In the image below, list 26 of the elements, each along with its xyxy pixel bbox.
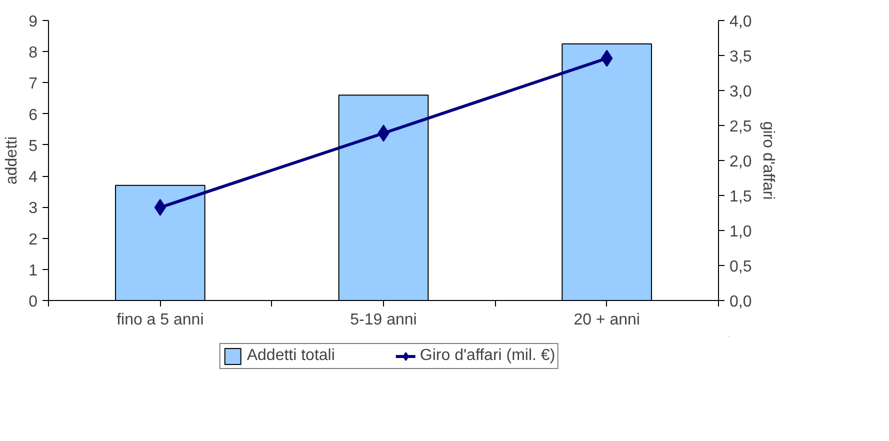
legend-label: Giro d'affari (mil. €) xyxy=(420,347,556,365)
y-tick-label: 1 xyxy=(28,262,38,280)
x-tick-label: 5-19 anni xyxy=(350,312,417,328)
y2-axis-title: giro d'affari xyxy=(760,121,777,200)
legend-label: Addetti totali xyxy=(246,347,335,365)
y-tick-label: 4 xyxy=(28,169,38,186)
y-axis-title: addetti xyxy=(4,136,21,185)
y2-tick-label: 0,5 xyxy=(730,258,752,276)
y2-tick-label: 0,0 xyxy=(730,294,752,310)
y-tick-label: 9 xyxy=(28,14,38,30)
y-tick-label: 3 xyxy=(28,200,38,218)
y-tick-label: 7 xyxy=(28,76,38,93)
y-tick-label: 8 xyxy=(28,44,38,62)
y2-tick-label: 4,0 xyxy=(730,14,752,30)
y2-tick-label: 1,0 xyxy=(730,224,752,240)
x-tick-label: 20 + anni xyxy=(574,312,640,328)
y2-tick-label: 3,0 xyxy=(730,84,752,100)
y2-tick-label: 1,5 xyxy=(730,188,752,206)
y2-tick-label: 2,5 xyxy=(730,118,752,136)
y2-tick-label: 2,0 xyxy=(730,154,752,170)
y-tick-label: 0 xyxy=(28,294,38,310)
y2-tick-label: 3,5 xyxy=(730,48,752,66)
y-tick-label: 6 xyxy=(28,106,38,124)
y-tick-label: 5 xyxy=(28,138,38,155)
x-tick-label: fino a 5 anni xyxy=(116,312,204,328)
y-tick-label: 2 xyxy=(28,231,38,248)
